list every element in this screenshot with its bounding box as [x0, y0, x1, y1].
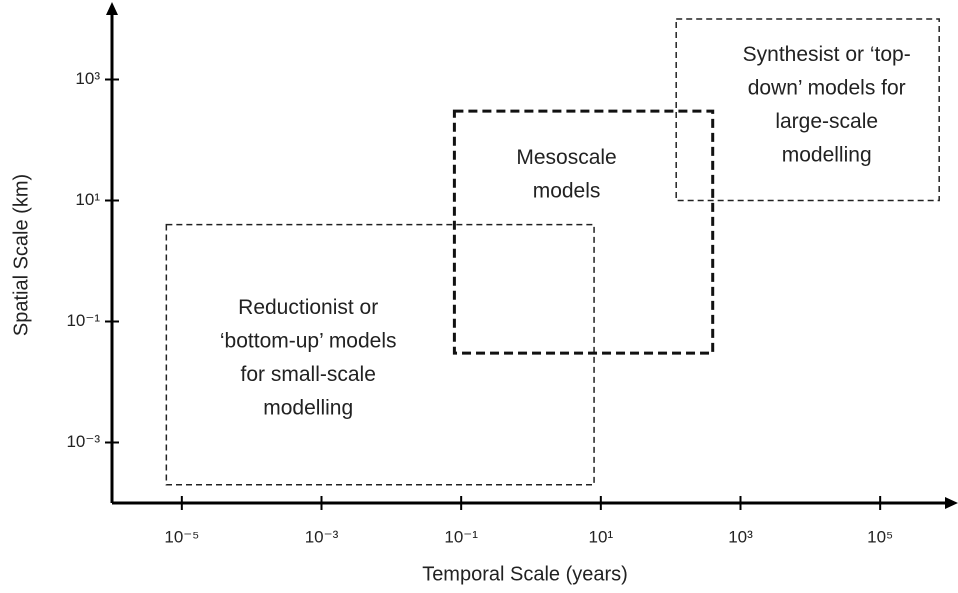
- x-tick-label: 10⁵: [867, 527, 893, 546]
- x-tick-label: 10⁻³: [305, 527, 339, 546]
- y-tick-label: 10¹: [75, 190, 100, 209]
- box-label: large-scale: [775, 110, 878, 133]
- x-tick-label: 10⁻¹: [444, 527, 478, 546]
- x-axis-label: Temporal Scale (years): [422, 563, 628, 585]
- box-label: modelling: [782, 144, 872, 167]
- scale-box: [165, 223, 595, 486]
- y-axis-label: Spatial Scale (km): [10, 174, 32, 336]
- scale-box: [675, 18, 940, 202]
- box-label: Mesoscale: [516, 146, 616, 169]
- y-tick-label: 10⁻¹: [66, 311, 100, 330]
- box-label: Reductionist or: [238, 296, 378, 319]
- y-axis-arrow: [106, 2, 118, 15]
- box-label: for small-scale: [241, 363, 376, 386]
- box-label: ‘bottom-up’ models: [220, 329, 397, 352]
- x-tick-label: 10³: [728, 527, 753, 546]
- box-label: models: [533, 179, 601, 202]
- x-tick-label: 10¹: [589, 527, 614, 546]
- scale-box: [452, 109, 715, 355]
- box-label: Synthesist or ‘top-: [743, 43, 911, 66]
- x-axis-arrow: [945, 497, 958, 509]
- y-tick-label: 10³: [75, 69, 100, 88]
- y-tick-label: 10⁻³: [66, 432, 100, 451]
- box-label: modelling: [263, 396, 353, 419]
- x-tick-label: 10⁻⁵: [164, 527, 199, 546]
- box-label: down’ models for: [748, 77, 906, 100]
